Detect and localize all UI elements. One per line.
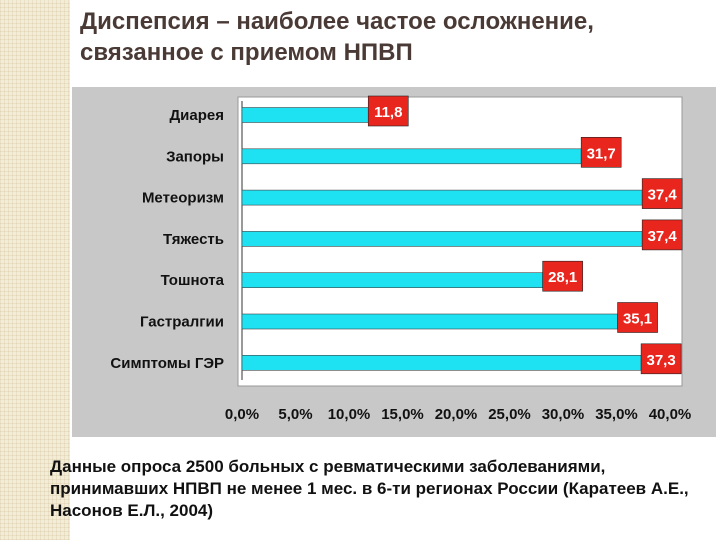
category-label-4: Тошнота [161,272,225,289]
bar-6 [241,354,642,371]
category-label-1: Запоры [166,148,224,165]
value-label-box-6 [640,343,682,375]
value-label-box-5 [617,302,658,333]
category-label-3: Тяжесть [163,231,224,248]
value-label-3: 37,4 [648,228,678,245]
x-tick-label-5: 25,0% [488,406,531,423]
value-label-6: 37,3 [647,352,676,369]
decorative-side-strip [0,0,70,540]
category-label-5: Гастралгии [140,314,224,331]
bar-4 [241,272,543,288]
bar-2 [241,189,643,206]
category-label-6: Симптомы ГЭР [110,355,224,372]
value-label-1: 31,7 [587,145,616,162]
value-label-5: 35,1 [623,311,652,328]
x-tick-label-7: 35,0% [595,406,638,423]
x-tick-label-8: 40,0% [649,406,692,423]
value-label-4: 28,1 [548,269,577,286]
value-label-box-2 [641,178,683,209]
bar-5 [241,313,618,330]
value-label-box-1 [580,136,622,168]
slide-title: Диспепсия – наиболее частое осложнение, … [80,8,594,66]
bar-3 [241,231,643,247]
source-note: Данные опроса 2500 больных с ревматическ… [50,457,689,520]
value-label-2: 37,4 [648,187,678,204]
bar-chart: Диарея 11,8 Запоры 31,7 Метеоризм 37,4 Тяжесть… [72,87,716,437]
x-tick-label-2: 10,0% [328,406,371,423]
x-tick-label-0: 0,0% [225,406,259,423]
x-tick-label-1: 5,0% [278,406,312,423]
category-label-0: Диарея [169,107,224,124]
x-tick-label-3: 15,0% [381,406,424,423]
category-label-2: Метеоризм [142,190,224,207]
value-label-box-3 [641,219,683,251]
chart-svg: Диарея 11,8 Запоры 31,7 Метеоризм 37,4 Тяжесть… [110,95,692,423]
bar-0 [241,107,369,123]
x-tick-label-4: 20,0% [435,406,478,423]
value-label-box-4 [542,260,583,292]
bar-1 [241,148,582,165]
x-tick-label-6: 30,0% [542,406,585,423]
value-label-0: 11,8 [374,104,402,121]
value-label-box-0 [367,95,409,127]
